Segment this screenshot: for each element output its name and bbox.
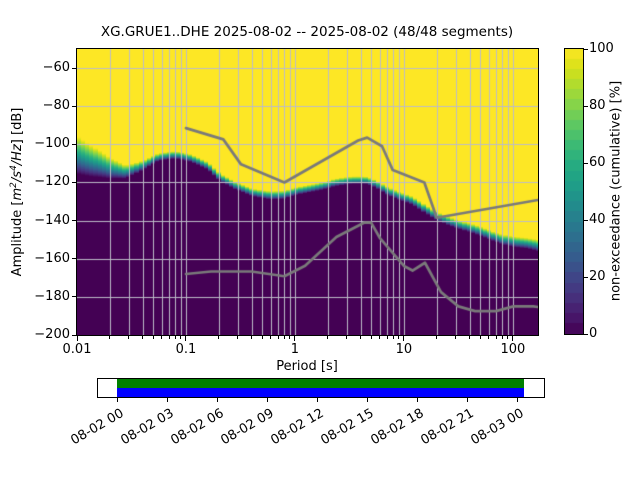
x-tick-label: 0.01 [62, 342, 92, 357]
y-axis-tick [72, 181, 77, 183]
timeline-tick [367, 398, 368, 402]
x-axis-minor-tick [379, 336, 381, 339]
x-tick-label: 1 [290, 342, 300, 357]
colorbar [564, 48, 584, 335]
x-tick-label: 10 [395, 342, 413, 357]
timeline-tick [217, 398, 218, 402]
timeline-tick [117, 398, 118, 402]
x-axis-minor-tick [289, 336, 291, 339]
x-tick-label: 100 [500, 342, 526, 357]
timeline-tick [467, 398, 468, 402]
timeline-tick-label: 08-02 06 [168, 406, 227, 449]
x-axis-minor-tick [270, 336, 272, 339]
x-axis-major-tick [185, 336, 187, 341]
figure-title: XG.GRUE1..DHE 2025-08-02 -- 2025-08-02 (… [100, 24, 514, 40]
colorbar-tick-label: 100 [589, 41, 614, 56]
timeline-tick [267, 398, 268, 402]
timeline-tick [167, 398, 168, 402]
x-axis-minor-tick [495, 336, 497, 339]
timeline-tick [417, 398, 418, 402]
y-axis-tick [72, 220, 77, 222]
y-tick-label: −60 [42, 60, 70, 76]
x-axis-minor-tick [283, 336, 285, 339]
colorbar-tick [583, 48, 588, 50]
timeline-tick-label: 08-02 03 [118, 406, 177, 449]
x-axis-major-tick [403, 336, 405, 341]
coverage-bar-blue [117, 388, 524, 397]
x-axis-minor-tick [109, 336, 111, 339]
x-axis-minor-tick [386, 336, 388, 339]
ppsd-heatmap [76, 48, 539, 336]
x-axis-minor-tick [142, 336, 144, 339]
x-tick-label: 0.1 [175, 342, 197, 357]
y-axis-tick [72, 105, 77, 107]
x-axis-major-tick [294, 336, 296, 341]
timeline-tick [517, 398, 518, 402]
timeline-tick-label: 08-02 21 [418, 406, 477, 449]
x-axis-minor-tick [346, 336, 348, 339]
colorbar-tick-label: 40 [589, 212, 606, 227]
x-axis-minor-tick [161, 336, 163, 339]
y-tick-label: −200 [34, 327, 70, 342]
x-axis-minor-tick [469, 336, 471, 339]
x-axis-minor-tick [261, 336, 263, 339]
x-axis-minor-tick [507, 336, 509, 339]
y-axis-tick [72, 258, 77, 260]
x-axis-label: Period [s] [276, 359, 338, 374]
timeline-tick-label: 08-02 09 [218, 406, 277, 449]
colorbar-tick [583, 105, 588, 107]
timeline-tick-label: 08-03 00 [468, 406, 527, 449]
x-axis-minor-tick [455, 336, 457, 339]
x-axis-minor-tick [398, 336, 400, 339]
colorbar-tick-label: 20 [589, 269, 606, 284]
x-axis-major-tick [76, 336, 78, 341]
x-axis-minor-tick [501, 336, 503, 339]
colorbar-tick [583, 333, 588, 335]
colorbar-tick [583, 219, 588, 221]
timeline-tick-label: 08-02 18 [368, 406, 427, 449]
x-axis-minor-tick [251, 336, 253, 339]
x-axis-minor-tick [436, 336, 438, 339]
colorbar-tick-label: 60 [589, 155, 606, 170]
timeline-tick-label: 08-02 00 [68, 406, 127, 449]
x-axis-minor-tick [479, 336, 481, 339]
y-axis-tick [72, 296, 77, 298]
timeline-tick [317, 398, 318, 402]
y-tick-label: −80 [42, 98, 70, 114]
x-axis-minor-tick [237, 336, 239, 339]
x-axis-minor-tick [168, 336, 170, 339]
colorbar-tick-label: 0 [589, 326, 598, 341]
y-tick-label: −180 [34, 288, 70, 304]
colorbar-label: non-exceedance (cumulative) [%] [608, 80, 624, 302]
y-tick-label: −140 [34, 212, 70, 228]
timeline-tick-label: 08-02 15 [318, 406, 377, 449]
y-axis-label-exp4: 4 [8, 165, 19, 171]
timeline-tick-label: 08-02 12 [268, 406, 327, 449]
x-axis-minor-tick [180, 336, 182, 339]
x-axis-major-tick [512, 336, 514, 341]
y-axis-tick [72, 143, 77, 145]
y-tick-label: −120 [34, 174, 70, 190]
x-axis-minor-tick [128, 336, 130, 339]
x-axis-minor-tick [488, 336, 490, 339]
x-axis-minor-tick [152, 336, 154, 339]
y-axis-label-m: m [10, 187, 26, 201]
x-axis-minor-tick [174, 336, 176, 339]
x-axis-minor-tick [392, 336, 394, 339]
y-tick-label: −160 [34, 250, 70, 266]
y-axis-tick [72, 334, 77, 336]
colorbar-tick [583, 276, 588, 278]
coverage-timeline-box [97, 378, 545, 398]
y-axis-tick [72, 67, 77, 69]
coverage-bar-green [117, 379, 524, 388]
colorbar-tick [583, 162, 588, 164]
y-tick-label: −100 [34, 136, 70, 152]
x-axis-minor-tick [277, 336, 279, 339]
x-axis-minor-tick [370, 336, 372, 339]
colorbar-tick-label: 80 [589, 98, 606, 113]
x-axis-minor-tick [360, 336, 362, 339]
x-axis-minor-tick [218, 336, 220, 339]
x-axis-minor-tick [327, 336, 329, 339]
